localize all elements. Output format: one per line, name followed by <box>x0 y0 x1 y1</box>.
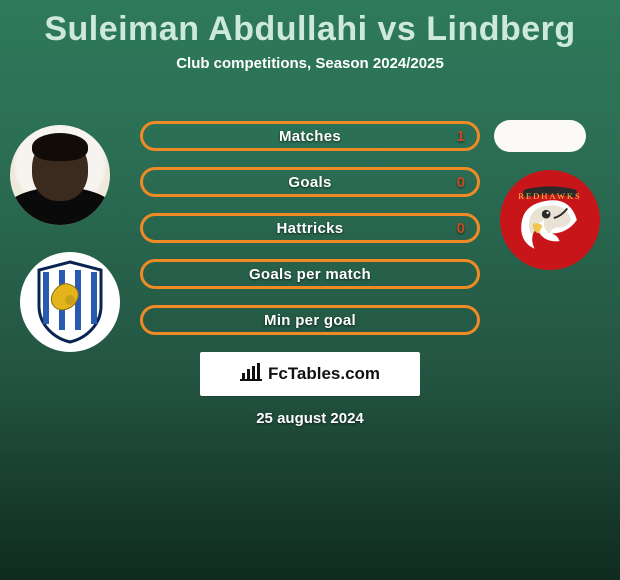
bar-chart-icon <box>240 363 262 386</box>
player1-club-crest <box>20 252 120 352</box>
player2-avatar-placeholder <box>494 120 586 152</box>
page-subtitle: Club competitions, Season 2024/2025 <box>0 55 620 72</box>
stat-row-matches: Matches 1 <box>140 121 480 151</box>
brand-text: FcTables.com <box>268 364 380 384</box>
brand-badge: FcTables.com <box>200 352 420 396</box>
date-text: 25 august 2024 <box>0 410 620 427</box>
stat-row-min-per-goal: Min per goal <box>140 305 480 335</box>
svg-text:REDHAWKS: REDHAWKS <box>518 191 582 201</box>
stat-label: Hattricks <box>143 216 477 240</box>
player1-avatar <box>10 125 110 225</box>
stat-row-goals: Goals 0 <box>140 167 480 197</box>
stat-label: Matches <box>143 124 477 148</box>
page-title: Suleiman Abdullahi vs Lindberg <box>0 0 620 49</box>
stat-row-goals-per-match: Goals per match <box>140 259 480 289</box>
stat-label: Goals <box>143 170 477 194</box>
stat-value-right: 0 <box>457 216 465 240</box>
stats-list: Matches 1 Goals 0 Hattricks 0 Goals per … <box>140 121 480 351</box>
stat-value-right: 1 <box>457 124 465 148</box>
stat-label: Min per goal <box>143 308 477 332</box>
stat-value-right: 0 <box>457 170 465 194</box>
stat-label: Goals per match <box>143 262 477 286</box>
stat-row-hattricks: Hattricks 0 <box>140 213 480 243</box>
player2-club-crest: REDHAWKS <box>500 170 600 270</box>
